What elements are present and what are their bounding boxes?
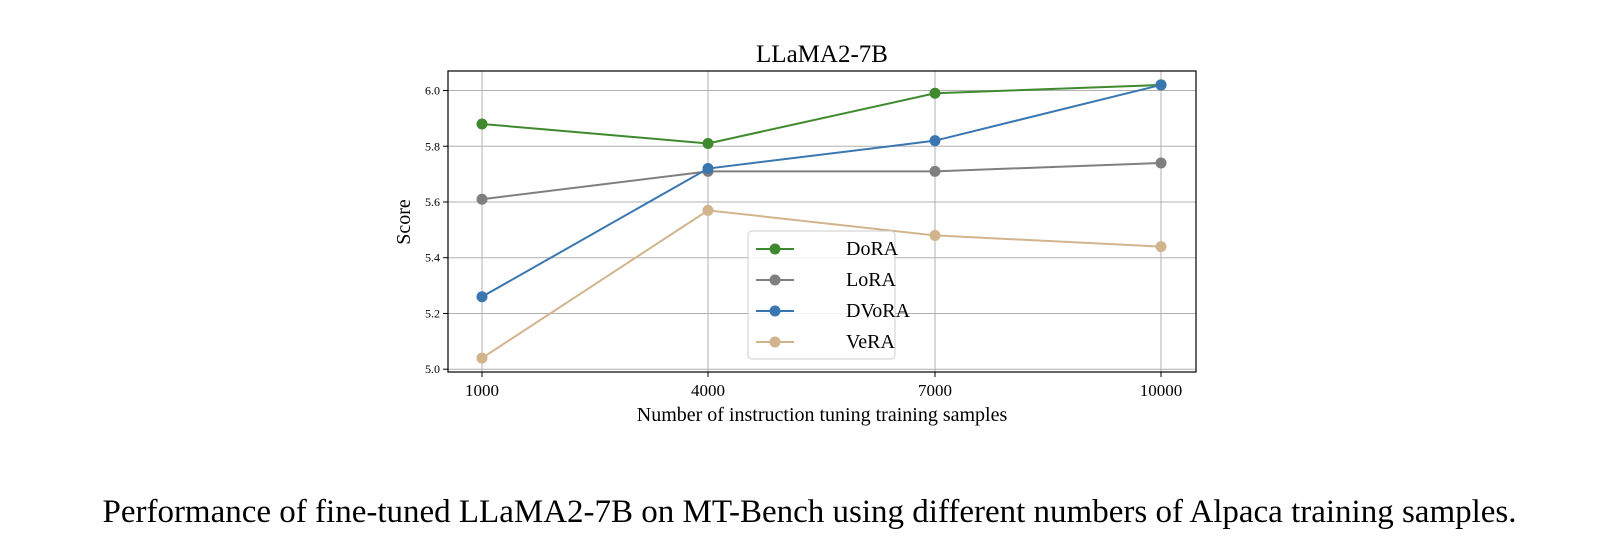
x-axis-ticks: 1000 4000 7000 10000 xyxy=(465,372,1182,400)
data-point-dvora xyxy=(476,291,488,303)
data-point-dvora xyxy=(1155,79,1167,91)
chart-title: LLaMA2-7B xyxy=(756,41,888,68)
data-point-dora xyxy=(702,137,714,149)
legend-swatch-marker xyxy=(769,274,781,286)
data-point-dora xyxy=(476,118,488,130)
legend-label: VeRA xyxy=(846,331,895,353)
data-point-dvora xyxy=(702,163,714,175)
data-point-vera xyxy=(1155,241,1167,253)
data-point-vera xyxy=(929,229,941,241)
data-point-dvora xyxy=(929,135,941,147)
y-tick-label: 5.8 xyxy=(425,139,440,153)
y-tick-label: 5.2 xyxy=(425,306,440,320)
data-point-lora xyxy=(929,165,941,177)
x-tick-label: 4000 xyxy=(691,381,725,400)
y-tick-label: 5.0 xyxy=(425,362,440,376)
series-line-vera xyxy=(481,209,1162,359)
x-tick-label: 1000 xyxy=(465,381,499,400)
series-group xyxy=(476,79,1167,364)
data-point-dora xyxy=(929,87,941,99)
x-tick-label: 10000 xyxy=(1140,381,1183,400)
y-tick-label: 5.4 xyxy=(425,251,440,265)
legend-swatch-marker xyxy=(769,305,781,317)
y-axis-label: Score xyxy=(393,199,415,245)
data-point-vera xyxy=(702,204,714,216)
data-point-vera xyxy=(476,352,488,364)
legend-swatch-marker xyxy=(769,243,781,255)
x-tick-label: 7000 xyxy=(918,381,952,400)
legend-swatch-marker xyxy=(769,336,781,348)
legend-label: DoRA xyxy=(846,238,899,260)
y-tick-label: 6.0 xyxy=(425,84,440,98)
y-tick-label: 5.6 xyxy=(425,195,440,209)
plot-frame xyxy=(447,70,1197,373)
figure-caption: Performance of fine-tuned LLaMA2-7B on M… xyxy=(102,494,1517,530)
series-line-lora xyxy=(481,161,1162,201)
line-chart: 1000 4000 7000 10000 5.0 5.2 5.4 5.6 5.8 6.0 LLa… xyxy=(393,41,1197,426)
data-point-lora xyxy=(1155,157,1167,169)
legend-label: DVoRA xyxy=(846,300,911,322)
series-line-dvora xyxy=(481,83,1162,298)
legend: DoRA LoRA DVoRA VeRA xyxy=(747,230,911,360)
y-axis-ticks: 5.0 5.2 5.4 5.6 5.8 6.0 xyxy=(425,84,448,376)
x-axis-label: Number of instruction tuning training sa… xyxy=(637,404,1008,426)
legend-box xyxy=(747,230,896,360)
legend-label: LoRA xyxy=(846,269,897,291)
data-point-lora xyxy=(476,193,488,205)
series-line-dora xyxy=(481,83,1162,145)
